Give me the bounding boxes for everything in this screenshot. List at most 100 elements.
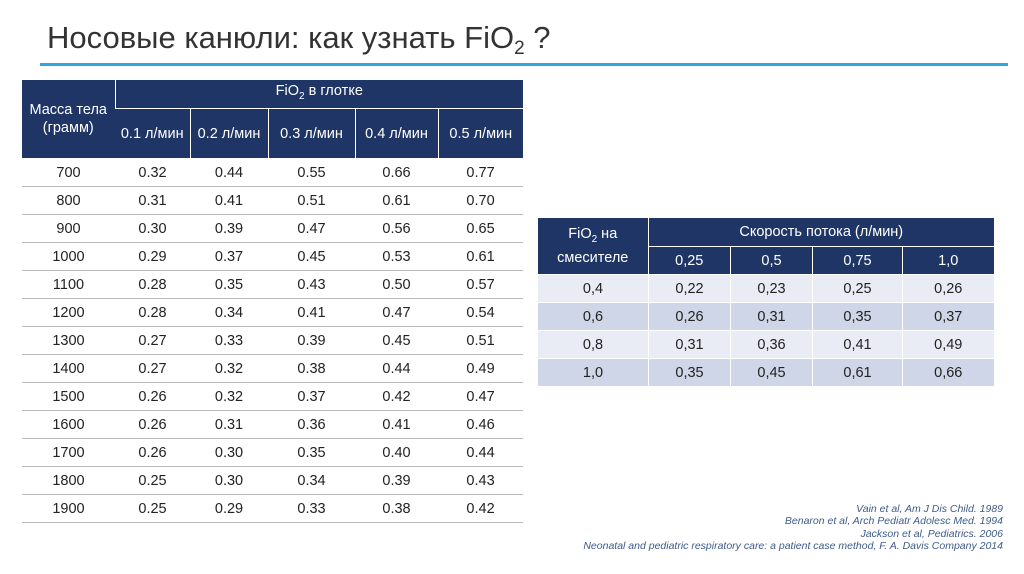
corner-subscript: 2 (591, 233, 598, 245)
title-text: Носовые канюли: как узнать FiO (47, 20, 515, 55)
table-cell: 0.49 (438, 354, 524, 383)
table-row: 1600 0.26 0.31 0.36 0.41 0.46 (22, 410, 524, 439)
table-cell: 0.56 (355, 214, 438, 243)
column-header: 1,0 (901, 246, 994, 275)
slide-title: Носовые канюли: как узнать FiO2 ? (47, 20, 551, 59)
table-row: 1,0 0,35 0,45 0,61 0,66 (537, 358, 994, 387)
table-row: 1400 0.27 0.32 0.38 0.44 0.49 (22, 354, 524, 383)
table-cell: 1400 (22, 354, 115, 383)
table-cell: 0.51 (268, 186, 355, 215)
table-row: 1500 0.26 0.32 0.37 0.42 0.47 (22, 382, 524, 411)
table-cell: 0,23 (730, 274, 813, 303)
table-cell: 0,35 (648, 358, 731, 387)
group-subscript: 2 (299, 90, 305, 102)
table-cell: 0.41 (190, 186, 268, 215)
table-cell: 1900 (22, 494, 115, 523)
column-header: 0,75 (812, 246, 903, 275)
table-cell: 0.41 (268, 298, 355, 327)
table-cell: 0.45 (268, 242, 355, 271)
table-cell: 0.27 (115, 354, 190, 383)
corner-header: FiO2 на смесителе (537, 218, 649, 275)
table-cell: 0.45 (355, 326, 438, 355)
reference: Vain et al, Am J Dis Child. 1989 (856, 503, 1003, 515)
column-header: 0.5 л/мин (437, 108, 524, 159)
corner-header: Масса тела (грамм) (22, 80, 115, 159)
table-cell: 0,31 (730, 302, 813, 331)
table-cell: 0,8 (537, 330, 649, 359)
table-cell: 0.46 (438, 410, 524, 439)
table-row: 800 0.31 0.41 0.51 0.61 0.70 (22, 186, 524, 215)
table-row: 0,6 0,26 0,31 0,35 0,37 (537, 302, 994, 331)
table-row: 1900 0.25 0.29 0.33 0.38 0.42 (22, 494, 524, 523)
table-cell: 0,31 (648, 330, 731, 359)
table-cell: 0,35 (812, 302, 903, 331)
table-cell: 1600 (22, 410, 115, 439)
table-cell: 0.38 (268, 354, 355, 383)
table-cell: 800 (22, 186, 115, 215)
table-cell: 0,6 (537, 302, 649, 331)
table-cell: 0.34 (268, 466, 355, 495)
table-cell: 0.39 (268, 326, 355, 355)
table-cell: 0,66 (901, 358, 994, 387)
table-cell: 1,0 (537, 358, 649, 387)
table-cell: 0.61 (438, 242, 524, 271)
table-cell: 0.44 (438, 438, 524, 467)
table-cell: 0.43 (438, 466, 524, 495)
table-row: 0,4 0,22 0,23 0,25 0,26 (537, 274, 994, 303)
table-cell: 0.41 (355, 410, 438, 439)
table-cell: 900 (22, 214, 115, 243)
column-header: 0.1 л/мин (115, 108, 190, 159)
column-header: 0,5 (730, 246, 813, 275)
table-row: 1300 0.27 0.33 0.39 0.45 0.51 (22, 326, 524, 355)
table-cell: 0.50 (355, 270, 438, 299)
reference: Neonatal and pediatric respiratory care:… (583, 539, 1003, 552)
title-subscript: 2 (514, 38, 525, 59)
table-cell: 0.27 (115, 326, 190, 355)
table-cell: 0.44 (355, 354, 438, 383)
fio2-weight-table: Масса тела (грамм) FiO2 в глотке 0.1 л/м… (22, 80, 524, 523)
table-cell: 0.25 (115, 466, 190, 495)
fio2-flow-table: FiO2 на смесителе Скорость потока (л/мин… (537, 218, 994, 387)
table-cell: 0.47 (268, 214, 355, 243)
table-cell: 0,41 (812, 330, 903, 359)
group-header: FiO2 в глотке (114, 80, 524, 109)
table-cell: 0,22 (648, 274, 731, 303)
table-cell: 0.57 (438, 270, 524, 299)
table-cell: 0.26 (115, 410, 190, 439)
references: Vain et al, Am J Dis Child. 1989 Benaron … (583, 503, 1003, 552)
table-cell: 0.34 (190, 298, 268, 327)
table-cell: 0.43 (268, 270, 355, 299)
table-cell: 0.32 (115, 158, 190, 187)
table-cell: 1300 (22, 326, 115, 355)
table-cell: 0,26 (648, 302, 731, 331)
table-cell: 0.39 (355, 466, 438, 495)
table-cell: 0.47 (355, 298, 438, 327)
group-tail: в глотке (304, 83, 363, 100)
table-cell: 0.36 (268, 410, 355, 439)
table-cell: 0.42 (355, 382, 438, 411)
table-cell: 1800 (22, 466, 115, 495)
table-cell: 0.37 (190, 242, 268, 271)
table-cell: 0.30 (190, 466, 268, 495)
reference: Benaron et al, Arch Pediatr Adolesc Med.… (784, 515, 1003, 528)
table-row: 0,8 0,31 0,36 0,41 0,49 (537, 330, 994, 359)
column-header: 0.4 л/мин (354, 108, 438, 159)
title-tail: ? (524, 20, 551, 55)
table-cell: 0.61 (355, 186, 438, 215)
table-cell: 0.54 (438, 298, 524, 327)
table-row: 700 0.32 0.44 0.55 0.66 0.77 (22, 158, 524, 187)
table-row: 1200 0.28 0.34 0.41 0.47 0.54 (22, 298, 524, 327)
title-rule (40, 63, 1008, 66)
table-cell: 0.39 (190, 214, 268, 243)
table-cell: 0.31 (190, 410, 268, 439)
corner-text: FiO (568, 226, 592, 243)
table-cell: 0.25 (115, 494, 190, 523)
table-cell: 0.29 (190, 494, 268, 523)
table-cell: 0.66 (355, 158, 438, 187)
table-cell: 0,49 (901, 330, 994, 359)
table-cell: 0.77 (438, 158, 524, 187)
table-cell: 1100 (22, 270, 115, 299)
table-cell: 700 (22, 158, 115, 187)
table-cell: 0.42 (438, 494, 524, 523)
table-cell: 1200 (22, 298, 115, 327)
